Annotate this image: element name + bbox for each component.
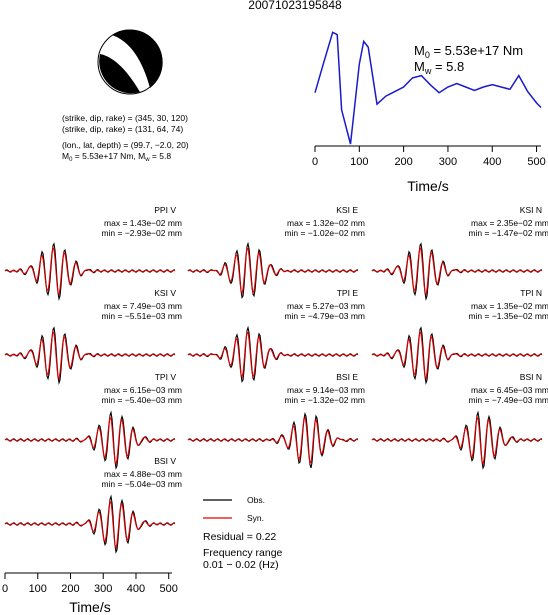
- bottom-tick-label: 100: [29, 583, 47, 595]
- max-amplitude: max = 4.88e−03 mm: [104, 469, 182, 479]
- stf-m0-label: M0 = 5.53e+17 Nm: [414, 43, 523, 60]
- stf-tick-label: 100: [350, 156, 368, 168]
- mechanism-line-3: (lon., lat, depth) = (99.7, −2.0, 20): [62, 140, 189, 150]
- bottom-xlabel: Time/s: [69, 599, 110, 615]
- bottom-tick-label: 400: [127, 583, 145, 595]
- max-amplitude: max = 1.35e−02 mm: [471, 301, 548, 311]
- station-label: BSI V: [154, 456, 176, 466]
- stf-series-line: [314, 31, 542, 145]
- stf-tick-label: 400: [483, 156, 501, 168]
- legend-obs-label: Obs.: [247, 495, 265, 505]
- bottom-tick-label: 200: [61, 583, 79, 595]
- max-amplitude: max = 1.43e−02 mm: [104, 218, 182, 228]
- synthetic-trace: [371, 329, 543, 380]
- min-amplitude: min = −1.32e−02 mm: [284, 395, 365, 405]
- stf-tick-label: 300: [439, 156, 457, 168]
- min-amplitude: min = −7.49e−03 mm: [468, 395, 548, 405]
- bottom-tick-label: 300: [94, 583, 112, 595]
- synthetic-trace: [187, 331, 359, 379]
- max-amplitude: max = 6.45e−03 mm: [471, 385, 548, 395]
- figure-title: 20071023195848: [248, 0, 342, 12]
- max-amplitude: max = 9.14e−03 mm: [287, 385, 365, 395]
- synthetic-trace: [187, 416, 359, 465]
- mechanism-line-1: (strike, dip, rake) = (345, 30, 120): [62, 113, 188, 123]
- station-label: TPI N: [520, 288, 542, 298]
- station-label: TPI V: [155, 372, 177, 382]
- residual-label: Residual = 0.22: [203, 531, 276, 543]
- station-label: BSI N: [520, 372, 542, 382]
- max-amplitude: max = 2.35e−02 mm: [471, 218, 548, 228]
- legend: Obs. Syn. Residual = 0.22 Frequency rang…: [203, 495, 283, 571]
- bottom-tick-label: 0: [2, 583, 8, 595]
- synthetic-trace: [4, 500, 176, 550]
- max-amplitude: max = 7.49e−03 mm: [104, 301, 182, 311]
- synthetic-trace: [4, 329, 176, 380]
- stf-mw-label: Mw = 5.8: [414, 59, 464, 76]
- station-label: KSI E: [336, 205, 358, 215]
- mechanism-line-2: (strike, dip, rake) = (131, 64, 74): [62, 124, 183, 134]
- min-amplitude: min = −1.02e−02 mm: [284, 228, 365, 238]
- synthetic-trace: [4, 245, 176, 296]
- bottom-tick-label: 500: [160, 583, 178, 595]
- stf-tick-label: 500: [527, 156, 545, 168]
- bottom-axis: 0 100 200 300 400 500 Time/s: [2, 572, 178, 615]
- station-label: PPI V: [154, 205, 176, 215]
- station-label: BSI E: [336, 372, 358, 382]
- legend-syn-label: Syn.: [247, 513, 264, 523]
- station-label: KSI V: [154, 288, 176, 298]
- min-amplitude: min = −2.93e−02 mm: [101, 228, 182, 238]
- synthetic-trace: [4, 416, 176, 466]
- synthetic-trace: [371, 416, 543, 466]
- min-amplitude: min = −5.04e−03 mm: [101, 479, 182, 489]
- min-amplitude: min = −1.35e−02 mm: [468, 311, 548, 321]
- max-amplitude: max = 6.15e−03 mm: [104, 385, 182, 395]
- mechanism-info: (strike, dip, rake) = (345, 30, 120) (st…: [62, 113, 189, 163]
- frequency-range-values: 0.01 − 0.02 (Hz): [203, 559, 279, 571]
- stf-tick-label: 200: [394, 156, 412, 168]
- min-amplitude: min = −1.47e−02 mm: [468, 228, 548, 238]
- stf-plot: 0 100 200 300 400 500 Time/s M0 = 5.53e+17 Nm…: [312, 31, 546, 194]
- min-amplitude: min = −4.79e−03 mm: [284, 311, 365, 321]
- stf-tick-label: 0: [312, 156, 318, 168]
- station-label: KSI N: [520, 205, 542, 215]
- station-label: TPI E: [337, 288, 359, 298]
- frequency-range-label: Frequency range: [203, 547, 283, 559]
- mechanism-line-4: M0 = 5.53e+17 Nm, Mw = 5.8: [62, 151, 171, 163]
- synthetic-trace: [187, 247, 359, 295]
- synthetic-trace: [371, 245, 543, 296]
- min-amplitude: min = −5.51e−03 mm: [101, 311, 182, 321]
- max-amplitude: max = 5.27e−03 mm: [287, 301, 365, 311]
- min-amplitude: min = −5.40e−03 mm: [101, 395, 182, 405]
- beachball: [97, 29, 163, 95]
- stf-xlabel: Time/s: [407, 178, 448, 194]
- max-amplitude: max = 1.32e−02 mm: [287, 218, 365, 228]
